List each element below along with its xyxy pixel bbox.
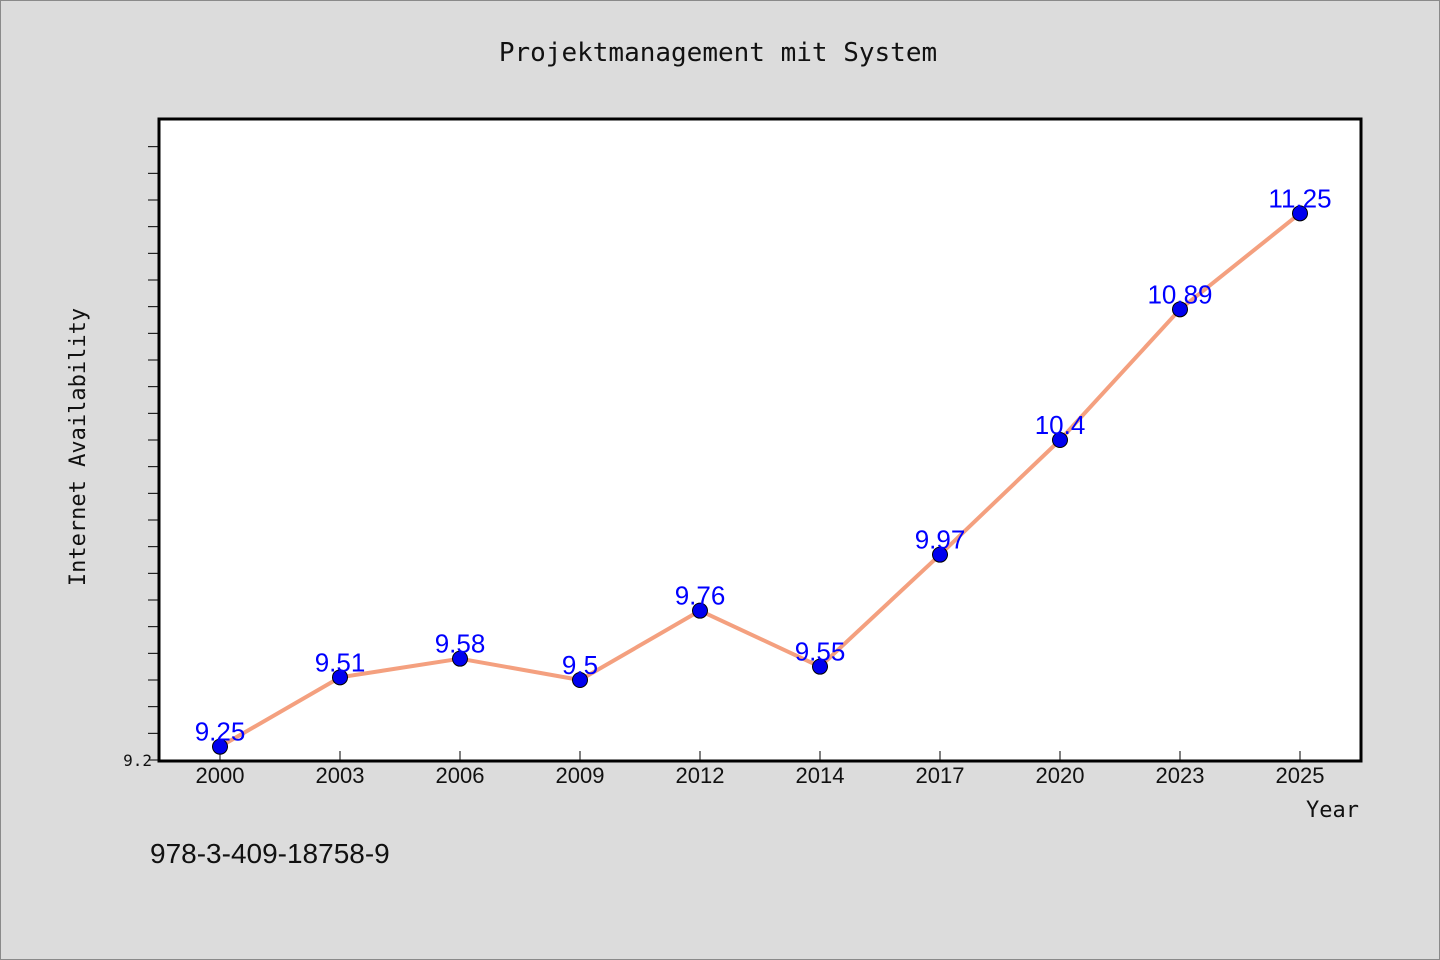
y-tick-label: 9.2 xyxy=(123,751,152,770)
x-tick-label: 2014 xyxy=(796,763,845,788)
x-tick-label: 2017 xyxy=(916,763,965,788)
data-label: 9.76 xyxy=(675,581,726,611)
x-tick-label: 2009 xyxy=(556,763,605,788)
data-label: 9.51 xyxy=(315,647,366,677)
series-line xyxy=(218,211,1302,749)
data-label: 9.25 xyxy=(195,717,246,747)
data-point xyxy=(332,669,348,686)
x-tick-label: 2012 xyxy=(676,763,725,788)
data-label: 9.55 xyxy=(795,637,846,667)
x-tick-label: 2023 xyxy=(1156,763,1205,788)
data-point xyxy=(1292,205,1308,222)
x-axis-label: Year xyxy=(1306,798,1359,823)
data-point xyxy=(812,658,828,675)
x-tick-label: 2006 xyxy=(436,763,485,788)
data-point xyxy=(692,602,708,619)
data-point xyxy=(1172,301,1188,318)
data-label: 11.25 xyxy=(1268,183,1331,213)
data-label: 10.4 xyxy=(1035,410,1086,440)
y-axis-label: Internet Availability xyxy=(66,308,91,586)
x-tick-label: 2000 xyxy=(196,763,245,788)
data-point xyxy=(212,738,228,755)
data-label: 9.5 xyxy=(562,650,598,680)
data-label: 9.97 xyxy=(915,525,966,555)
data-label: 9.58 xyxy=(435,629,486,659)
x-axis-ticks: 2000 2003 2006 2009 2012 2014 2017 2020 2023 2025 xyxy=(196,751,1325,788)
isbn-caption: 978-3-409-18758-9 xyxy=(150,838,390,869)
x-tick-label: 2025 xyxy=(1276,763,1325,788)
data-point xyxy=(452,650,468,667)
y-axis-ticks xyxy=(148,146,159,761)
data-point xyxy=(932,546,948,563)
x-tick-label: 2020 xyxy=(1036,763,1085,788)
x-tick-label: 2003 xyxy=(316,763,365,788)
data-point xyxy=(1052,432,1068,448)
series-layer: 9.25 9.51 9.58 9.5 9.76 9.55 9.97 10.4 10.89 11.2… xyxy=(195,183,1332,755)
data-point xyxy=(572,672,588,688)
plot-area xyxy=(157,117,1363,763)
chart-title: Projektmanagement mit System xyxy=(499,38,937,68)
data-label: 10.89 xyxy=(1147,279,1212,309)
